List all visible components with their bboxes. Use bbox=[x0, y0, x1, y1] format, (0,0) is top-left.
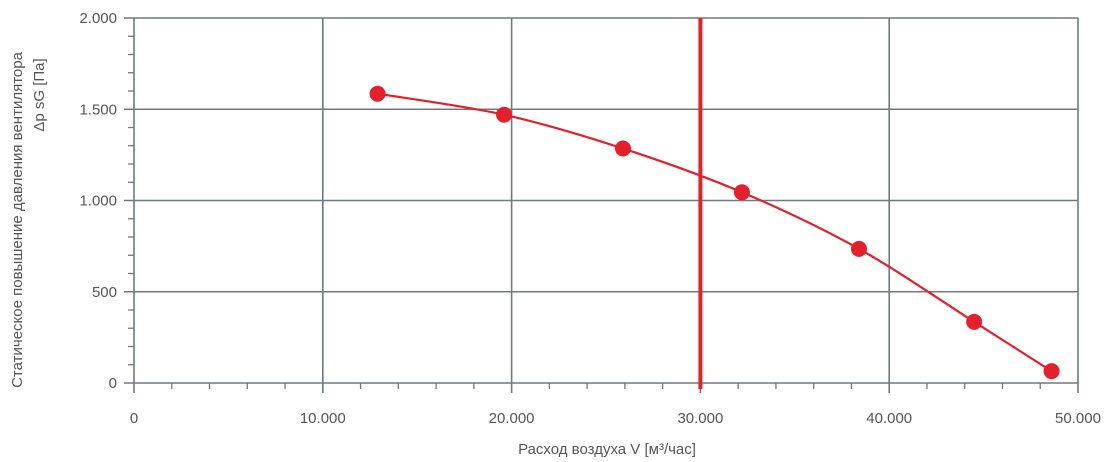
data-point bbox=[369, 85, 386, 102]
y-axis-title-line-2: Δp sG [Па] bbox=[31, 58, 48, 131]
y-tick-label: 500 bbox=[92, 284, 117, 301]
x-tick-label: 40.000 bbox=[866, 410, 912, 427]
x-axis-title: Расход воздуха V [м³/час] bbox=[518, 441, 696, 458]
data-point bbox=[614, 140, 631, 157]
x-tick-label: 0 bbox=[130, 410, 138, 427]
y-tick-label: 2.000 bbox=[79, 10, 117, 27]
data-point bbox=[733, 184, 750, 201]
data-point bbox=[496, 106, 513, 123]
data-point bbox=[1043, 363, 1060, 380]
x-tick-label: 30.000 bbox=[677, 410, 723, 427]
minor-ticks bbox=[128, 35, 1041, 389]
x-tick-label: 10.000 bbox=[300, 410, 346, 427]
data-point bbox=[966, 313, 983, 330]
y-tick-label: 1.500 bbox=[79, 101, 117, 118]
data-series bbox=[369, 85, 1060, 380]
y-tick-labels: 0 500 1.000 1.500 2.000 bbox=[79, 10, 117, 392]
y-tick-label: 1.000 bbox=[79, 193, 117, 210]
data-point bbox=[850, 240, 867, 257]
x-tick-label: 20.000 bbox=[489, 410, 535, 427]
x-tick-label: 50.000 bbox=[1055, 410, 1101, 427]
y-axis-title-line-1: Статическое повышение давления вентилято… bbox=[9, 51, 26, 388]
y-tick-label: 0 bbox=[109, 375, 117, 392]
grid-lines bbox=[124, 17, 1079, 393]
x-tick-labels: 0 10.000 20.000 30.000 40.000 50.000 bbox=[130, 410, 1101, 427]
series-line bbox=[377, 92, 1053, 373]
